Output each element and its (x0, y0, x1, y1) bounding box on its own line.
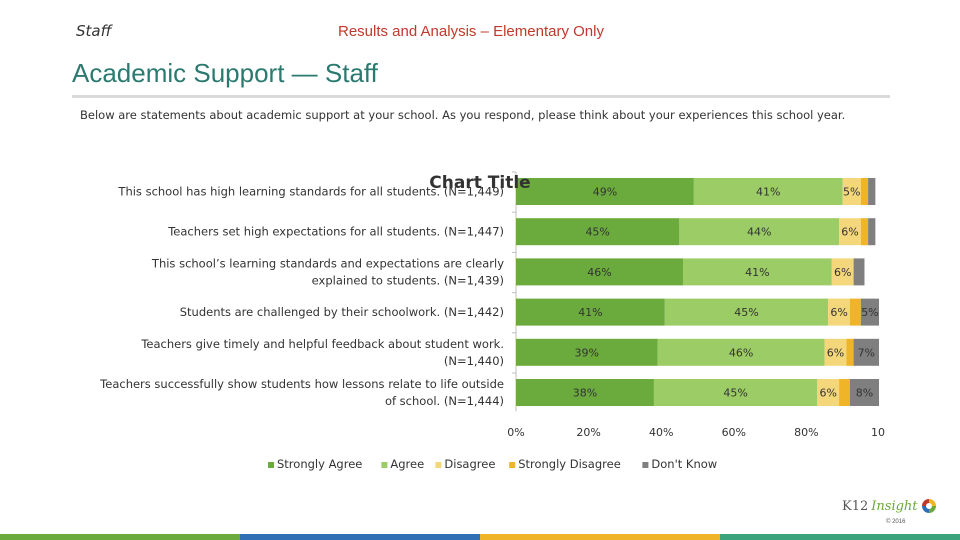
bar-segment (516, 218, 680, 246)
bar-segment (842, 178, 861, 205)
chart-title: Chart Title (429, 173, 530, 193)
data-label: 46% (729, 346, 753, 359)
legend-swatch (642, 462, 649, 468)
category-label: Students are challenged by their schoolw… (180, 305, 504, 319)
bar-segment (653, 379, 818, 406)
logo-mark-icon (921, 499, 936, 513)
bar-segment (831, 258, 854, 286)
data-label: 38% (573, 387, 597, 400)
data-label: 6% (819, 387, 836, 400)
category-label: This school has high learning standards … (117, 185, 504, 199)
footer-color-segment (480, 534, 720, 540)
bar-segment (516, 379, 654, 406)
category-label: of school. (N=1,444) (385, 394, 504, 408)
footer-color-segment (720, 534, 960, 540)
bar-segment (682, 258, 832, 286)
data-label: 41% (745, 266, 769, 279)
x-tick-label: 0% (507, 426, 524, 439)
data-label: 6% (830, 306, 847, 319)
data-label: 7% (858, 346, 875, 359)
data-label: 8% (856, 387, 873, 400)
data-label: 6% (834, 266, 851, 279)
category-label: Teachers give timely and helpful feedbac… (140, 337, 504, 351)
data-label: 5% (861, 306, 878, 319)
bar-segment (516, 258, 683, 286)
bar-segment (516, 298, 665, 326)
footer-color-segment (0, 534, 240, 540)
category-label: This school’s learning standards and exp… (151, 256, 504, 270)
x-tick-label: 10 (871, 426, 885, 439)
category-label: Teachers successfully show students how … (99, 377, 504, 391)
legend-swatch (381, 462, 388, 468)
section-label: Staff (76, 22, 112, 40)
x-tick-label: 80% (794, 426, 818, 439)
bar-segment (817, 379, 840, 406)
legend-label: Don't Know (651, 457, 717, 471)
bar-segment (828, 298, 850, 326)
k12-insight-logo: K12 Insight (842, 498, 937, 514)
bar-segment (849, 379, 879, 406)
logo-insight-text: Insight (871, 498, 918, 514)
bar-segment (516, 178, 694, 205)
bar-segment (839, 218, 861, 246)
intro-text: Below are statements about academic supp… (80, 108, 846, 122)
footer-color-bar (0, 534, 960, 540)
data-label: 44% (747, 226, 771, 239)
legend-label: Strongly Disagree (518, 457, 621, 471)
legend-swatch (509, 462, 516, 468)
stacked-bar-chart: This school has high learning standards … (99, 171, 885, 471)
x-tick-label: 40% (649, 426, 673, 439)
bar-segment (868, 218, 876, 246)
footer-color-segment (240, 534, 480, 540)
x-tick-label: 20% (576, 426, 600, 439)
bar-segment (516, 338, 658, 366)
copyright: © 2016 (886, 519, 906, 525)
bar-segment (679, 218, 840, 246)
page-title: Academic Support — Staff (72, 58, 378, 88)
data-label: 49% (593, 186, 617, 199)
legend-label: Agree (390, 457, 424, 471)
bar-segment (868, 178, 876, 205)
bar-segment (860, 178, 869, 205)
data-label: 41% (756, 186, 780, 199)
legend-swatch (268, 462, 274, 468)
legend-label: Disagree (444, 457, 495, 471)
data-label: 46% (587, 266, 611, 279)
data-label: 6% (827, 346, 844, 359)
x-tick-label: 60% (722, 426, 746, 439)
data-label: 45% (585, 226, 609, 239)
data-label: 45% (734, 306, 758, 319)
bar-segment (853, 338, 879, 366)
bar-segment (824, 338, 847, 366)
category-label: Teachers set high expectations for all s… (167, 225, 504, 239)
header-title: Results and Analysis – Elementary Only (338, 23, 604, 40)
data-label: 5% (843, 186, 860, 199)
data-label: 39% (575, 346, 599, 359)
bar-segment (846, 338, 854, 366)
bar-segment (860, 298, 879, 326)
logo-k12-text: K12 (842, 498, 869, 514)
title-divider (72, 95, 890, 98)
bar-segment (664, 298, 829, 326)
bar-segment (693, 178, 843, 205)
legend-swatch (435, 462, 442, 468)
bar-segment (657, 338, 825, 366)
data-label: 45% (723, 387, 747, 400)
bar-segment (849, 298, 861, 326)
category-label: (N=1,440) (444, 354, 504, 368)
data-label: 6% (841, 226, 858, 239)
bar-segment (839, 379, 850, 406)
legend-label: Strongly Agree (277, 457, 362, 471)
bar-segment (860, 218, 869, 246)
category-label: explained to students. (N=1,439) (312, 273, 504, 287)
bar-segment (853, 258, 865, 286)
data-label: 41% (578, 306, 602, 319)
